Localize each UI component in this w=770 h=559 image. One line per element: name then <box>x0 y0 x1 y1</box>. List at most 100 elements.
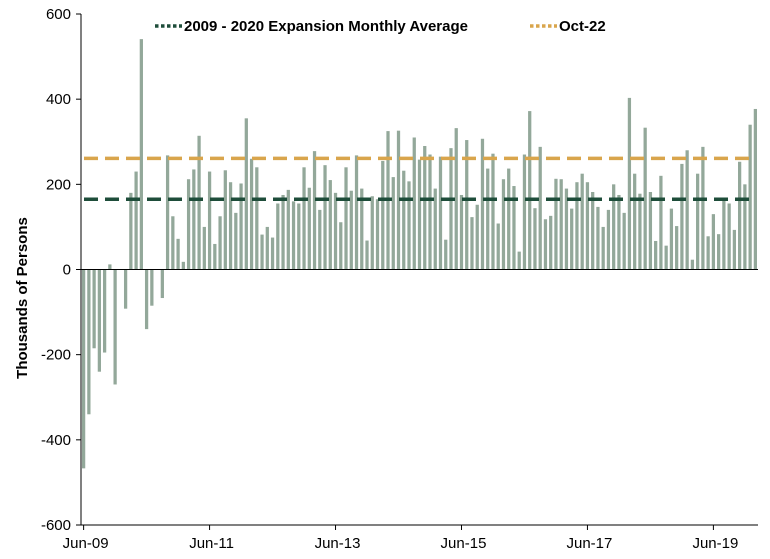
bar <box>570 208 574 270</box>
bar <box>396 130 401 270</box>
bar <box>675 226 679 270</box>
bar <box>711 214 716 270</box>
bar <box>596 206 600 270</box>
bar <box>507 168 511 270</box>
bar <box>260 234 264 270</box>
bar <box>218 216 222 270</box>
bar <box>323 165 327 270</box>
bar <box>470 217 474 270</box>
x-tick-label: Jun-09 <box>63 535 109 552</box>
bar <box>354 155 359 270</box>
bar <box>417 159 422 270</box>
bar <box>186 179 191 270</box>
bar <box>333 192 338 270</box>
bar <box>496 223 500 270</box>
legend: 2009 - 2020 Expansion Monthly Average Oct… <box>155 18 606 35</box>
bar <box>722 200 726 270</box>
bar <box>654 240 658 270</box>
bar <box>344 167 348 270</box>
bar <box>197 135 201 270</box>
bar <box>129 192 133 270</box>
bar <box>92 269 96 349</box>
bar <box>554 178 558 270</box>
bar <box>696 173 700 270</box>
bar <box>438 156 443 270</box>
bar <box>559 179 563 270</box>
bar <box>732 229 737 270</box>
bar <box>192 169 196 270</box>
bar <box>465 140 469 270</box>
legend-label: Oct-22 <box>559 18 606 35</box>
y-axis-title: Thousands of Persons <box>14 217 31 379</box>
bar <box>223 170 227 270</box>
bar <box>690 259 695 270</box>
y-tick-label: 400 <box>46 91 71 108</box>
bar <box>486 168 490 270</box>
bar <box>365 240 369 270</box>
y-tick-label: 200 <box>46 176 71 193</box>
bar <box>459 194 464 270</box>
bar <box>564 188 569 270</box>
bar <box>402 170 406 270</box>
bar <box>512 186 516 270</box>
bar <box>349 190 353 270</box>
y-tick-label: 0 <box>63 262 71 279</box>
bar <box>428 154 432 270</box>
bar <box>538 146 542 270</box>
bar <box>528 111 532 270</box>
bar <box>601 226 605 270</box>
bar <box>370 196 374 270</box>
bar <box>381 160 385 270</box>
y-tick-label: -400 <box>41 432 71 449</box>
bar <box>522 154 527 270</box>
bar <box>517 251 521 270</box>
bar <box>207 171 212 270</box>
bar <box>81 269 86 469</box>
bar <box>291 201 296 270</box>
bar <box>234 212 238 270</box>
bar <box>202 226 206 270</box>
bar <box>638 193 642 270</box>
bar <box>648 191 653 270</box>
bar <box>580 173 584 270</box>
bar <box>748 124 752 270</box>
bar <box>423 146 427 270</box>
bar <box>591 191 595 270</box>
bar <box>276 203 280 270</box>
bar <box>318 209 322 270</box>
bar <box>150 269 154 306</box>
bar <box>412 137 416 270</box>
bar <box>491 153 495 270</box>
bar <box>176 238 180 270</box>
bar <box>543 219 548 270</box>
bar <box>685 150 689 270</box>
y-tick-label: 600 <box>46 6 71 23</box>
bar <box>171 216 175 270</box>
bar <box>134 171 138 270</box>
bar <box>255 167 259 270</box>
bar <box>339 222 343 270</box>
bar <box>738 161 742 270</box>
bar <box>97 269 101 372</box>
bar <box>123 269 128 309</box>
bar <box>165 155 170 270</box>
bar <box>622 212 626 270</box>
bar <box>328 180 332 270</box>
bar <box>286 189 290 270</box>
bar <box>433 188 437 270</box>
y-axis-ticks: 600 400 200 0 -200 -400 -600 <box>41 6 81 534</box>
bar <box>249 158 254 270</box>
bar <box>627 97 632 270</box>
bar <box>144 269 149 330</box>
bar <box>375 199 380 270</box>
x-tick-label: Jun-13 <box>315 535 361 552</box>
bar <box>87 269 91 415</box>
bar <box>669 208 674 270</box>
bar <box>701 146 705 270</box>
bar <box>312 151 317 270</box>
bar <box>391 177 395 270</box>
bar <box>265 226 269 270</box>
bar <box>659 175 663 270</box>
bar <box>307 187 311 270</box>
bar <box>302 167 306 270</box>
